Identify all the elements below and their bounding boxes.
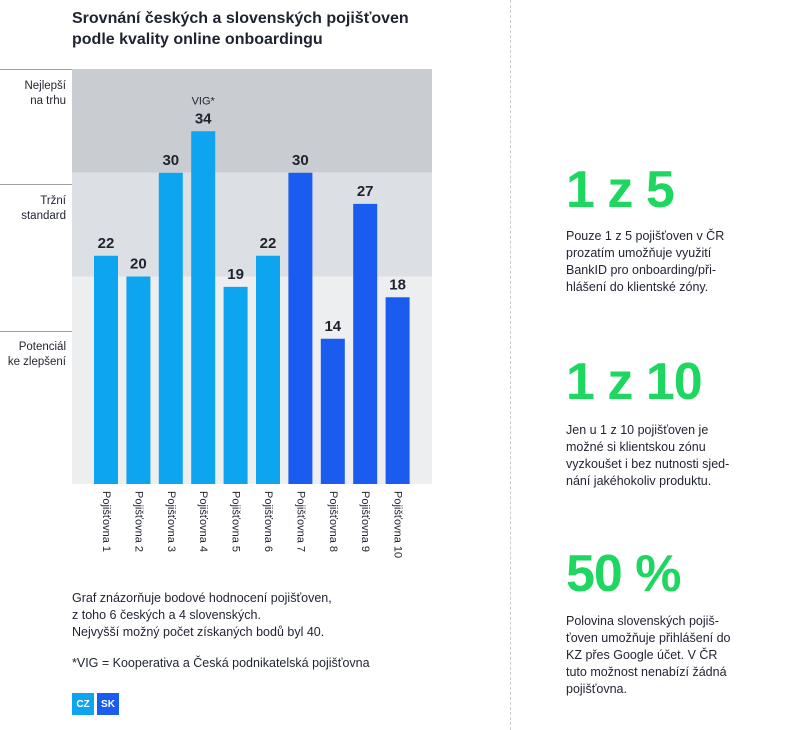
data-label: 20 (130, 256, 147, 273)
x-tick-label: Pojišťovna 1 (96, 491, 116, 581)
data-label: 27 (357, 183, 374, 200)
chart-title-line: podle kvality online onboardingu (72, 31, 323, 48)
stat-line: pojišťovna. (566, 682, 627, 696)
data-label: 30 (292, 152, 309, 169)
x-tick-label: Pojišťovna 9 (355, 491, 375, 581)
legend-tag-cz: CZ (72, 693, 94, 715)
band-tick (0, 331, 72, 332)
x-tick-label: Pojišťovna 7 (290, 491, 310, 581)
x-tick-label-text: Pojišťovna 2 (132, 491, 145, 552)
stat-line: BankID pro onboarding/při- (566, 263, 717, 277)
bar (385, 297, 410, 484)
x-tick-label: Pojišťovna 2 (128, 491, 148, 581)
x-tick-label-text: Pojišťovna 6 (262, 491, 274, 552)
bar (320, 338, 345, 484)
legend-tag-sk: SK (97, 693, 119, 715)
x-tick-label-text: Pojišťovna 8 (326, 491, 339, 552)
x-tick-label: Pojišťovna 10 (388, 491, 408, 581)
stat-headline: 1 z 10 (566, 353, 703, 411)
band-tick (0, 184, 72, 185)
bar (256, 255, 280, 484)
chart-description: Graf znázorňuje bodové hodnocení pojišťo… (72, 590, 452, 641)
x-tick-label-text: Pojišťovna 1 (100, 491, 112, 552)
band-label-line: standard (21, 210, 66, 222)
band-label-line: ke zlepšení (7, 356, 66, 368)
data-label: 19 (227, 266, 244, 283)
x-tick-label-text: Pojišťovna 4 (197, 491, 210, 552)
x-tick-label: Pojišťovna 4 (193, 491, 213, 581)
stat-line: prozatím umožňuje využití (566, 246, 712, 260)
data-label: 22 (98, 235, 115, 252)
stat-line: možné si klientskou zónu (566, 440, 706, 454)
band-label-line: na trhu (30, 95, 66, 107)
chart-band (72, 69, 432, 173)
stat-line: Jen u 1 z 10 pojišťoven je (566, 423, 709, 437)
stat-description: Pouze 1 z 5 pojišťoven v ČR prozatím umo… (566, 228, 766, 296)
stat-line: hlášení do klientské zóny. (566, 280, 709, 294)
stat-line: nání jakéhokoliv produktu. (566, 474, 712, 488)
data-label: 18 (389, 276, 406, 293)
chart-band (72, 172, 432, 277)
data-label: 34 (195, 110, 212, 127)
stat-line: KZ přes Google účet. V ČR (566, 648, 718, 662)
band-tick (0, 69, 72, 70)
chart-band (72, 276, 432, 484)
chart-title-line: Srovnání českých a slovenských pojišťove… (72, 10, 409, 27)
band-label-best: Nejlepší na trhu (0, 79, 66, 109)
stat-headline: 50 % (566, 545, 682, 603)
stat-description: Jen u 1 z 10 pojišťoven je možné si klie… (566, 422, 766, 490)
band-label-standard: Tržní standard (0, 194, 66, 224)
x-tick-label: Pojišťovna 6 (258, 491, 278, 581)
bar (353, 203, 378, 484)
data-label: 22 (260, 235, 277, 252)
stat-line: Pouze 1 z 5 pojišťoven v ČR (566, 229, 725, 243)
stat-line: Polovina slovenských pojiš- (566, 614, 719, 628)
x-tick-label: Pojišťovna 5 (226, 491, 246, 581)
stat-line: ťoven umožňuje přihlášení do (566, 631, 731, 645)
bar (94, 255, 118, 484)
x-tick-label-text: Pojišťovna 10 (391, 491, 404, 559)
x-tick-label-text: Pojišťovna 9 (359, 491, 372, 552)
bar-chart: 22 20 30 34 VIG* 19 22 30 14 27 18 (72, 69, 432, 484)
bar (126, 276, 151, 484)
x-tick-label-text: Pojišťovna 3 (164, 491, 177, 552)
stat-line: tuto možnost nenabízí žádná (566, 665, 727, 679)
data-label: 30 (162, 152, 179, 169)
x-tick-label-text: Pojišťovna 5 (229, 491, 242, 552)
x-tick-label-text: Pojišťovna 7 (294, 491, 307, 552)
bar (288, 172, 313, 484)
stat-headline: 1 z 5 (566, 161, 675, 219)
band-label-line: Tržní (40, 195, 66, 207)
description-line: Nejvyšší možný počet získaných bodů byl … (72, 625, 325, 639)
x-tick-label: Pojišťovna 3 (161, 491, 181, 581)
description-line: Graf znázorňuje bodové hodnocení pojišťo… (72, 591, 332, 605)
bar (191, 131, 216, 484)
band-label-potential: Potenciál ke zlepšení (0, 340, 66, 370)
stat-line: vyzkoušet i bez nutnosti sjed- (566, 457, 730, 471)
bar-annotation: VIG* (192, 95, 216, 107)
chart-title: Srovnání českých a slovenských pojišťove… (72, 8, 432, 50)
bar (158, 172, 183, 484)
band-label-line: Nejlepší (24, 80, 66, 92)
data-label: 14 (324, 318, 341, 335)
bar (223, 286, 248, 484)
description-line: z toho 6 českých a 4 slovenských. (72, 608, 261, 622)
x-tick-label: Pojišťovna 8 (323, 491, 343, 581)
stat-description: Polovina slovenských pojiš- ťoven umožňu… (566, 613, 766, 698)
footnote: *VIG = Kooperativa a Česká podnikatelská… (72, 656, 370, 670)
band-label-line: Potenciál (18, 341, 66, 353)
column-divider (510, 0, 511, 730)
